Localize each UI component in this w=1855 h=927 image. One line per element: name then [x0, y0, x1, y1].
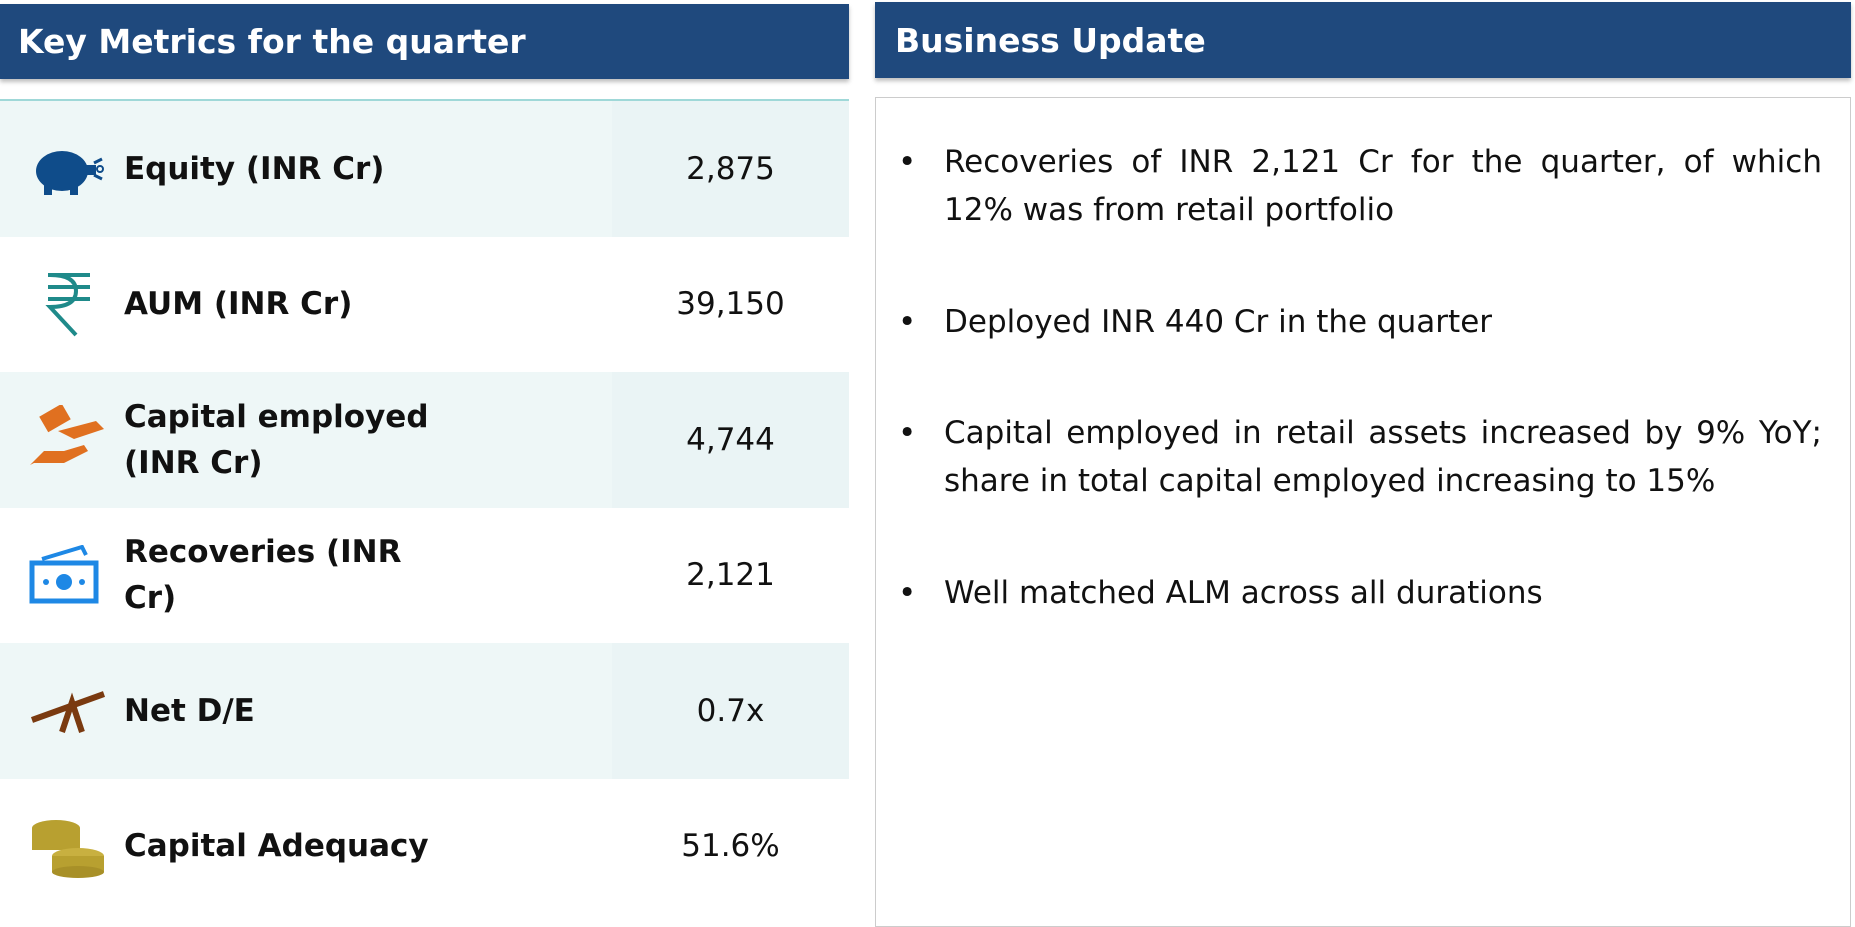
metric-row: Net D/E 0.7x: [0, 643, 849, 779]
metric-row: Capital Adequacy 51.6%: [0, 779, 849, 915]
metric-label: Equity (INR Cr): [124, 150, 385, 187]
metric-row: Capital employed (INR Cr) 4,744: [0, 372, 849, 508]
metric-row: AUM (INR Cr) 39,150: [0, 237, 849, 373]
metric-value: 2,121: [686, 557, 775, 594]
cash-icon: [29, 545, 99, 604]
panel-title: Business Update: [875, 2, 1851, 78]
panel-title: Key Metrics for the quarter: [0, 4, 849, 79]
metric-row: Recoveries (INR Cr) 2,121: [0, 508, 849, 644]
piggy-icon: [36, 150, 104, 195]
bullet-box: Recoveries of INR 2,121 Cr for the quart…: [875, 97, 1851, 927]
rupee-icon: [45, 273, 90, 337]
metric-value: 4,744: [612, 372, 849, 508]
bullet: Capital employed in retail assets increa…: [898, 409, 1822, 505]
metrics-table: Equity (INR Cr) 2,875 AUM (INR Cr) 39,15…: [0, 99, 849, 914]
bullet: Deployed INR 440 Cr in the quarter: [898, 298, 1822, 346]
metric-label: AUM (INR Cr): [124, 286, 353, 323]
metric-value: 51.6%: [681, 828, 780, 865]
metric-row: Equity (INR Cr) 2,875: [0, 101, 849, 237]
coins-icon: [32, 820, 104, 879]
metric-label: Capital employed (INR Cr): [124, 398, 429, 481]
bullet: Well matched ALM across all durations: [898, 569, 1822, 617]
seesaw-icon: [30, 690, 106, 733]
hand-money-icon: [30, 404, 104, 465]
metric-label: Recoveries (INR Cr): [124, 534, 402, 617]
metric-value: 2,875: [612, 101, 849, 237]
metric-value: 39,150: [676, 286, 785, 323]
bullet: Recoveries of INR 2,121 Cr for the quart…: [898, 138, 1822, 234]
metric-label: Capital Adequacy: [124, 828, 429, 865]
metric-value: 0.7x: [612, 643, 849, 779]
metric-label: Net D/E: [124, 692, 255, 729]
